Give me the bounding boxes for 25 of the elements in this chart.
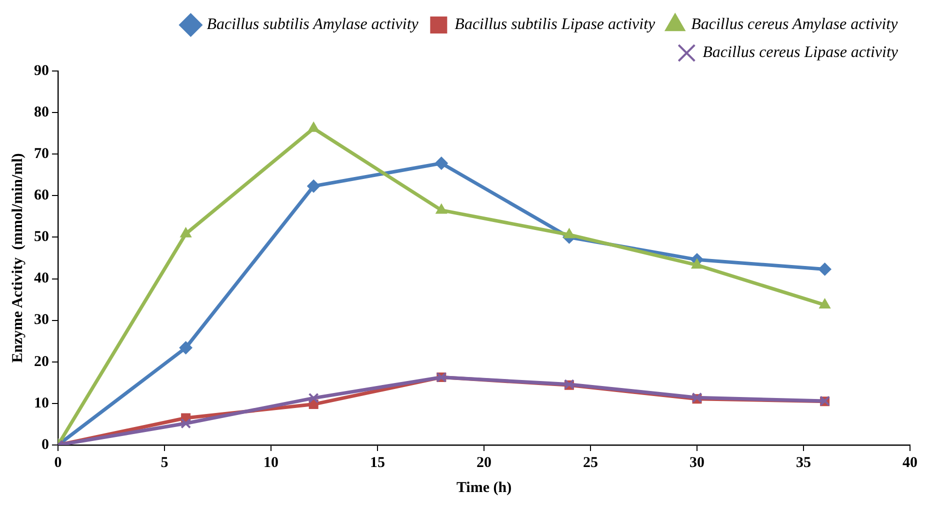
y-axis-title: Enzyme Activity (mmol/min/ml) <box>10 153 26 363</box>
x-axis-title: Time (h) <box>456 480 512 496</box>
legend-label: Bacillus subtilis Lipase activity <box>454 16 656 34</box>
x-tick-label: 25 <box>583 454 598 471</box>
y-tick-label: 60 <box>34 188 49 204</box>
y-tick-label: 70 <box>34 146 49 162</box>
y-tick-label: 0 <box>42 436 49 453</box>
x-tick-label: 10 <box>264 454 278 471</box>
y-tick-label: 90 <box>34 62 49 79</box>
x-tick-label: 40 <box>902 454 918 471</box>
legend-label: Bacillus subtilis Amylase activity <box>206 16 420 34</box>
legend-label: Bacillus cereus Amylase activity <box>691 16 899 34</box>
x-tick-label: 5 <box>160 454 168 471</box>
x-tick-label: 15 <box>370 454 385 471</box>
x-tick-label: 0 <box>54 454 62 471</box>
y-tick-label: 20 <box>34 354 49 370</box>
x-tick-label: 35 <box>796 454 811 471</box>
y-tick-label: 10 <box>34 395 49 412</box>
x-tick-label: 20 <box>476 454 492 471</box>
legend-label: Bacillus cereus Lipase activity <box>702 44 899 62</box>
y-tick-label: 80 <box>34 104 49 120</box>
y-tick-label: 30 <box>34 312 49 328</box>
y-tick-label: 50 <box>34 229 49 246</box>
y-tick-label: 40 <box>34 270 49 287</box>
x-tick-label: 30 <box>690 454 704 471</box>
